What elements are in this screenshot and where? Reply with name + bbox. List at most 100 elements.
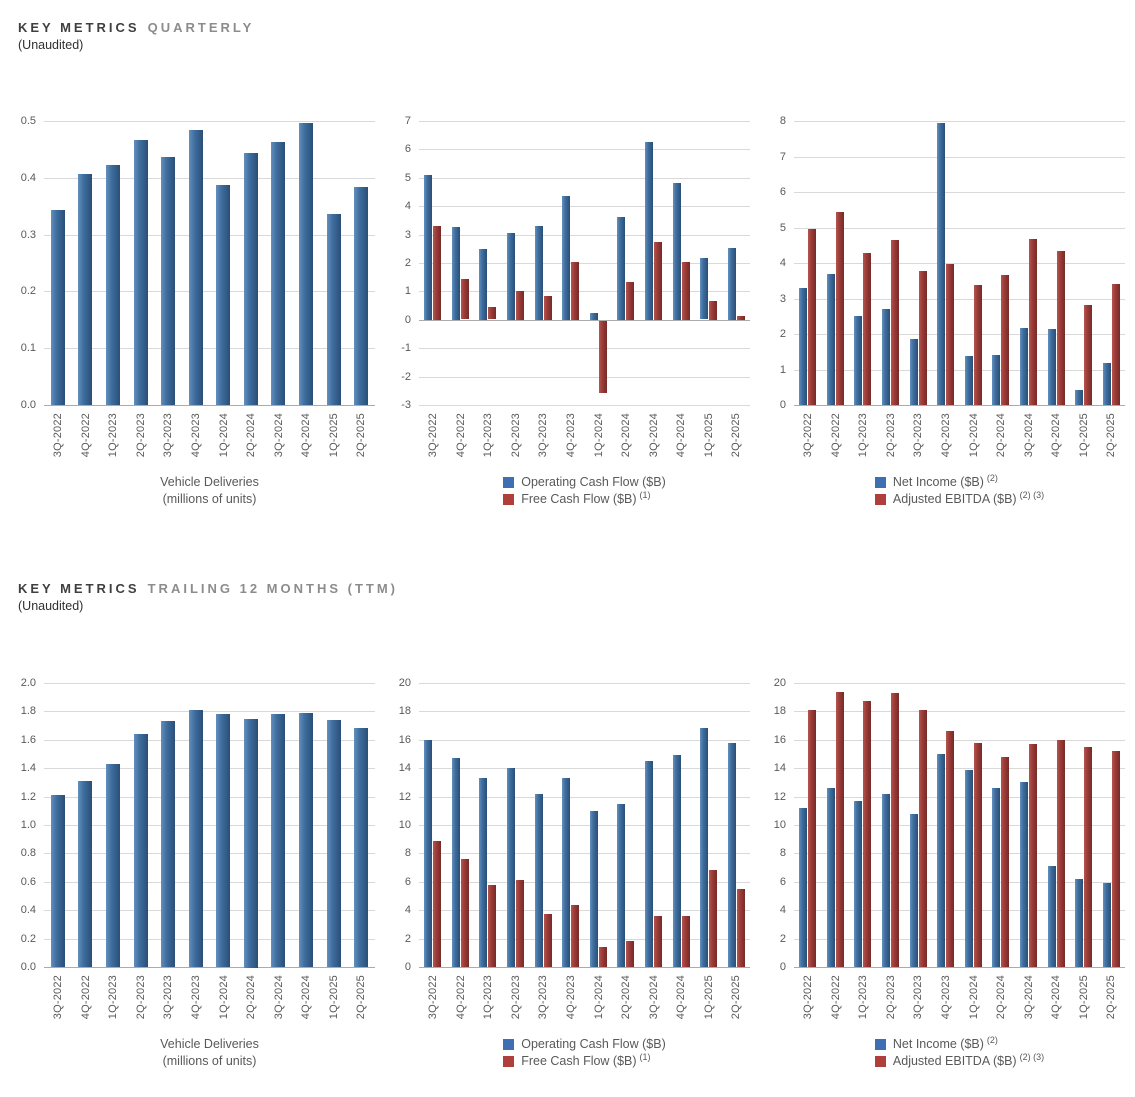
chart-quarterly-cash-flow: 7 6 5 4 3 2 1 0 -1 -2 -3 3Q-2022 4Q-2022 1Q-2023 2Q-20…: [385, 115, 750, 508]
x-axis-labels: 3Q-2022 4Q-2022 1Q-2023 2Q-2023 3Q-2023 4Q-20…: [44, 968, 375, 1034]
x-tick-label: 4Q-2022: [80, 413, 92, 458]
gridline: [794, 939, 1125, 940]
x-tick-label: 1Q-2024: [593, 413, 605, 458]
legend-marker-red-icon: [874, 1056, 886, 1067]
legend: Operating Cash Flow ($B) Free Cash Flow (…: [419, 1036, 750, 1070]
y-tick-label: 2: [779, 328, 786, 340]
x-tick: 4Q-2022: [822, 413, 850, 472]
bar-quarterly-cash-flow-2Q-2024: [626, 282, 634, 320]
x-tick-label: 2Q-2024: [245, 413, 257, 458]
x-tick: 2Q-2023: [877, 413, 905, 472]
unaudited-note: (Unaudited): [18, 38, 84, 52]
bar-ttm-cash-flow-2Q-2024: [617, 804, 625, 967]
x-tick-label: 3Q-2024: [273, 413, 285, 458]
gridline: [794, 825, 1125, 826]
x-tick: 2Q-2023: [502, 413, 530, 472]
bar-ttm-net-income-ebitda-3Q-2024: [1029, 744, 1037, 967]
bar-ttm-net-income-ebitda-4Q-2023: [937, 754, 945, 967]
legend-label: Operating Cash Flow ($B): [521, 1037, 666, 1051]
bar-quarterly-vehicle-deliveries-2Q-2024: [244, 153, 258, 405]
y-tick-label: -2: [401, 370, 411, 383]
x-tick: 2Q-2024: [612, 975, 640, 1034]
bar-ttm-net-income-ebitda-3Q-2023: [910, 814, 918, 967]
bar-ttm-net-income-ebitda-1Q-2025: [1084, 747, 1092, 967]
x-tick-label: 3Q-2022: [427, 975, 439, 1020]
x-tick: 4Q-2023: [182, 413, 210, 472]
bar-ttm-cash-flow-2Q-2024: [626, 941, 634, 967]
legend-footnote-ref: (2): [986, 473, 998, 483]
gridline: [419, 882, 750, 883]
bar-quarterly-net-income-ebitda-3Q-2024: [1020, 328, 1028, 405]
x-tick: 1Q-2025: [1070, 975, 1098, 1034]
bar-quarterly-net-income-ebitda-3Q-2022: [808, 229, 816, 405]
bar-ttm-cash-flow-3Q-2023: [535, 794, 543, 967]
gridline: [44, 711, 375, 712]
y-tick-label: 0.3: [20, 228, 36, 241]
y-tick-label: 12: [398, 790, 411, 803]
legend-item: Adjusted EBITDA ($B) (2) (3): [874, 490, 1044, 508]
y-tick-label: 3: [779, 292, 786, 305]
x-tick-label: 3Q-2023: [162, 413, 174, 458]
zero-axis-line: [44, 405, 375, 406]
bar-ttm-vehicle-deliveries-4Q-2023: [189, 710, 203, 967]
legend-marker-blue-icon: [503, 1039, 515, 1050]
x-tick: 4Q-2023: [557, 413, 585, 472]
y-tick-label: 6: [779, 186, 786, 198]
x-tick: 2Q-2024: [237, 413, 265, 472]
chart-ttm-vehicle-deliveries: 2.0 1.8 1.6 1.4 1.2 1.0 0.8 0.6 0.4 0.2 0.0 3Q-2022…: [10, 677, 375, 1070]
y-tick-label: 5: [779, 221, 786, 234]
y-tick-label: 6: [779, 875, 786, 888]
legend-label: Free Cash Flow ($B): [521, 492, 637, 506]
gridline: [794, 228, 1125, 229]
y-tick-label: 0: [404, 313, 411, 326]
bar-ttm-cash-flow-4Q-2022: [461, 859, 469, 967]
bar-ttm-net-income-ebitda-4Q-2022: [827, 788, 835, 967]
bar-ttm-net-income-ebitda-4Q-2024: [1048, 866, 1056, 967]
x-tick-label: 1Q-2023: [482, 413, 494, 458]
gridline: [794, 768, 1125, 769]
bar-quarterly-cash-flow-2Q-2024: [617, 217, 625, 320]
x-tick-label: 1Q-2024: [218, 413, 230, 458]
x-tick: 2Q-2024: [237, 975, 265, 1034]
y-tick-label: 0.0: [20, 399, 36, 411]
bar-ttm-vehicle-deliveries-3Q-2024: [271, 714, 285, 967]
x-tick: 1Q-2025: [1070, 413, 1098, 472]
bar-quarterly-vehicle-deliveries-1Q-2024: [216, 185, 230, 405]
gridline: [419, 377, 750, 378]
y-tick-label: 2: [404, 257, 411, 269]
plot-area: [419, 121, 750, 406]
x-tick-label: 1Q-2024: [968, 413, 980, 458]
y-tick-label: 0.2: [20, 932, 36, 945]
ttm-charts-row: 2.0 1.8 1.6 1.4 1.2 1.0 0.8 0.6 0.4 0.2 0.0 3Q-2022…: [10, 677, 1125, 1070]
legend-item: Operating Cash Flow ($B): [503, 474, 666, 491]
x-tick: 1Q-2023: [849, 975, 877, 1034]
x-tick: 1Q-2023: [474, 413, 502, 472]
x-axis-title-line: (millions of units): [162, 1054, 257, 1068]
bar-quarterly-net-income-ebitda-4Q-2023: [937, 123, 945, 405]
x-axis-title-line: Vehicle Deliveries: [160, 475, 259, 489]
x-tick: 4Q-2023: [557, 975, 585, 1034]
gridline: [794, 263, 1125, 264]
x-tick-label: 4Q-2022: [80, 975, 92, 1020]
plot-area: [44, 683, 375, 968]
x-tick: 1Q-2025: [320, 975, 348, 1034]
y-tick-label: 20: [773, 677, 786, 689]
section-title-light: QUARTERLY: [147, 20, 255, 35]
bar-quarterly-net-income-ebitda-4Q-2024: [1057, 251, 1065, 405]
x-tick: 4Q-2024: [667, 975, 695, 1034]
x-tick: 1Q-2023: [474, 975, 502, 1034]
x-tick-label: 3Q-2023: [912, 975, 924, 1020]
y-tick-label: -3: [401, 399, 411, 411]
x-tick-label: 3Q-2023: [537, 413, 549, 458]
x-tick-label: 3Q-2022: [52, 413, 64, 458]
gridline: [794, 299, 1125, 300]
x-tick: 2Q-2025: [1097, 975, 1125, 1034]
x-tick-label: 2Q-2023: [135, 413, 147, 458]
x-tick: 2Q-2024: [987, 975, 1015, 1034]
bar-ttm-cash-flow-1Q-2024: [590, 811, 598, 967]
bar-ttm-net-income-ebitda-4Q-2022: [836, 692, 844, 967]
bar-ttm-cash-flow-2Q-2023: [507, 768, 515, 967]
x-tick-label: 3Q-2024: [1023, 975, 1035, 1020]
x-tick-label: 3Q-2023: [162, 975, 174, 1020]
bar-ttm-cash-flow-2Q-2025: [737, 889, 745, 967]
